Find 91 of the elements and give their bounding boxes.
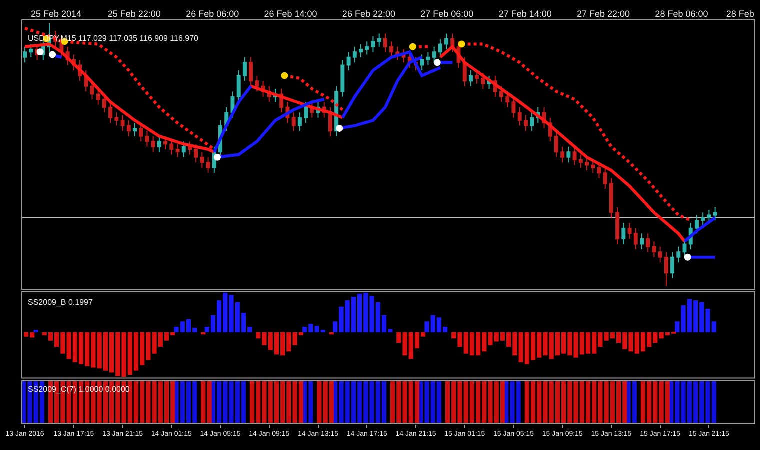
candlestick [634, 228, 638, 250]
x2-tick-label: 28 Feb 06:00 [655, 9, 708, 20]
candlestick [603, 167, 608, 190]
x2-tick-label: 28 Feb [726, 9, 754, 20]
candlestick [640, 233, 644, 250]
candlestick [176, 144, 180, 158]
candlestick [566, 146, 571, 164]
x2-tick-label: 26 Feb 14:00 [264, 9, 318, 20]
candlestick [206, 156, 210, 174]
candlestick [438, 38, 442, 58]
candlestick [572, 146, 577, 166]
candlestick [126, 120, 131, 137]
point [409, 43, 416, 50]
candlestick [298, 112, 302, 132]
point [336, 124, 344, 132]
candlestick [609, 178, 614, 218]
candlestick [622, 222, 626, 245]
candlestick [468, 70, 473, 87]
candlestick [628, 222, 632, 240]
candlestick [23, 46, 28, 64]
candlestick [554, 130, 558, 158]
candlestick [560, 146, 565, 164]
point [49, 51, 56, 58]
candlestick [340, 60, 345, 98]
candlestick [249, 56, 254, 87]
x2-tick-label: 27 Feb 22:00 [576, 9, 630, 20]
point [458, 40, 466, 48]
candlestick [658, 246, 662, 264]
candlestick [164, 136, 168, 150]
x2-tick-label: 25 Feb 22:00 [108, 9, 161, 20]
candlestick [133, 122, 137, 137]
x2-tick-label: 26 Feb 22:00 [342, 9, 396, 20]
candlestick [157, 136, 162, 153]
candlestick [96, 88, 100, 106]
candlestick [694, 214, 699, 234]
x2-tick-label: 27 Feb 06:00 [420, 9, 474, 20]
candlestick [524, 114, 528, 132]
candlestick [352, 46, 357, 64]
text: SS2009_B 0.1997 [28, 298, 94, 307]
x2-tick-label: 25 Feb 2014 [30, 9, 82, 20]
candlestick [426, 52, 430, 66]
candlestick [701, 212, 706, 226]
candlestick [371, 36, 376, 53]
candlestick [29, 44, 34, 58]
candlestick [518, 106, 522, 126]
candlestick [114, 112, 119, 126]
candlestick [182, 141, 186, 158]
candlestick [500, 86, 504, 103]
candlestick [236, 70, 241, 103]
candlestick [432, 46, 436, 64]
candlestick [151, 136, 156, 153]
candlestick [255, 75, 260, 92]
point [214, 154, 221, 161]
candlestick [328, 106, 332, 137]
candlestick [713, 206, 718, 222]
x2-tick-label: 26 Feb 06:00 [186, 9, 240, 20]
candlestick [108, 102, 113, 124]
candlestick [200, 152, 204, 168]
candlestick [188, 141, 192, 156]
candlestick [664, 252, 668, 287]
point [281, 72, 288, 80]
candlestick [481, 72, 486, 90]
candlestick [475, 70, 480, 84]
candlestick [120, 114, 125, 132]
candlestick [616, 206, 620, 245]
x2-tick-label: 27 Feb 14:00 [498, 9, 552, 20]
candlestick [646, 233, 650, 253]
candlestick [444, 33, 449, 50]
candlestick [652, 241, 656, 258]
candlestick [585, 156, 590, 172]
candlestick [591, 160, 596, 174]
candlestick [462, 56, 467, 87]
point [36, 48, 44, 56]
candlestick [359, 44, 364, 58]
candlestick [346, 52, 351, 72]
candlestick [578, 154, 583, 168]
candlestick [530, 112, 534, 132]
candlestick [420, 54, 424, 72]
candlestick [242, 56, 247, 82]
candlestick [304, 102, 308, 124]
candlestick [365, 41, 370, 56]
candlestick [390, 41, 394, 58]
candlestick [670, 252, 675, 279]
point [684, 254, 692, 261]
candlestick [194, 144, 198, 164]
candlestick [383, 33, 388, 53]
point [434, 59, 441, 66]
candlestick [377, 33, 382, 48]
candlestick [676, 246, 681, 264]
candlestick [292, 112, 296, 132]
candlestick [145, 130, 150, 148]
